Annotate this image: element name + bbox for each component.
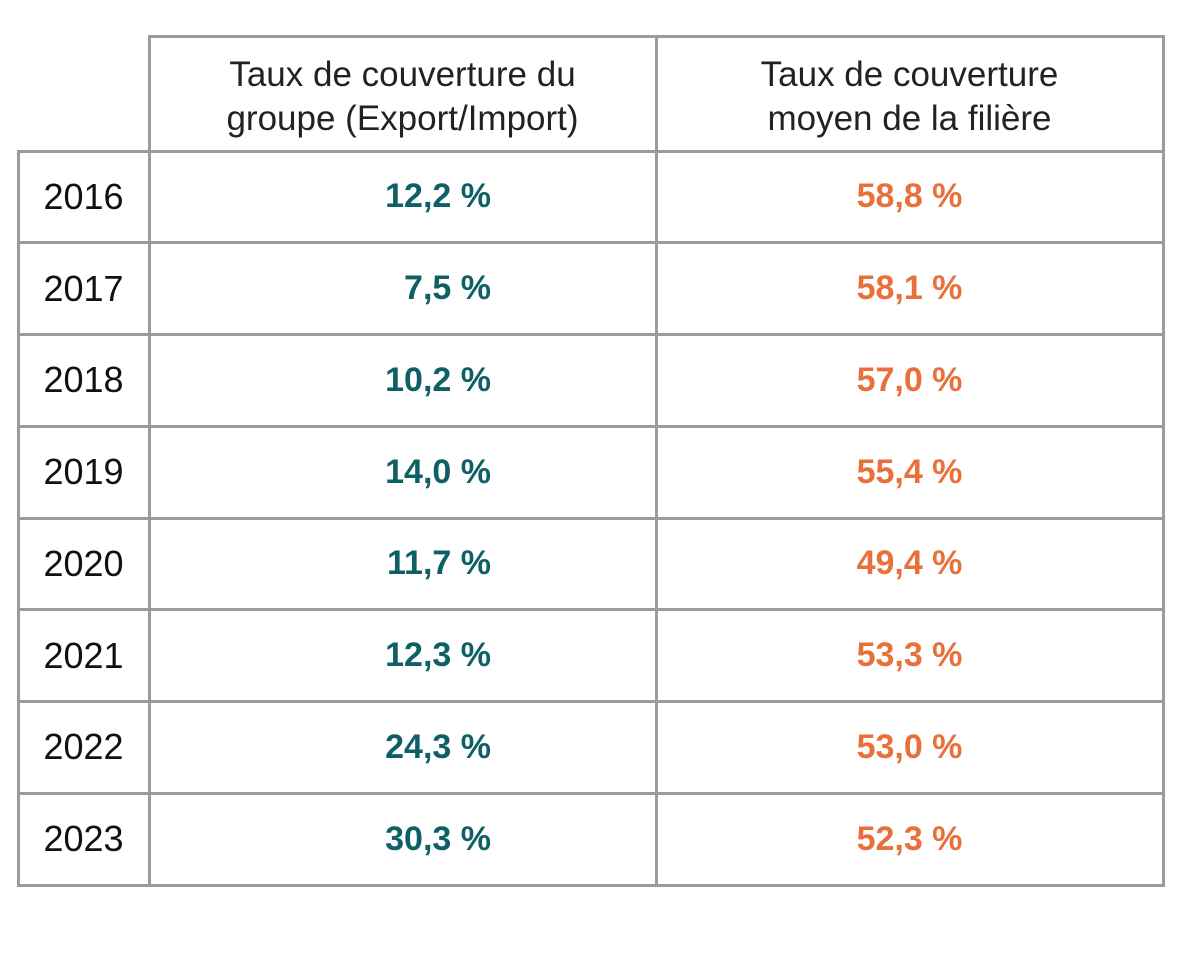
row-groupe-value: 30,3 % <box>385 819 491 858</box>
row-separator <box>18 241 1165 245</box>
row-groupe-value: 14,0 % <box>385 452 491 491</box>
header-filiere: Taux de couverture moyen de la filière <box>656 36 1163 151</box>
row-groupe-cell: 12,2 % <box>149 151 656 243</box>
row-groupe-value: 12,2 % <box>385 177 491 216</box>
row-groupe-cell: 24,3 % <box>149 702 656 794</box>
row-filiere-value: 58,8 % <box>856 177 963 216</box>
row-filiere-value: 55,4 % <box>856 452 963 491</box>
row-groupe-cell: 30,3 % <box>149 793 656 885</box>
row-filiere-value: 49,4 % <box>856 544 963 583</box>
row-separator <box>18 149 1165 153</box>
row-groupe-value: 7,5 % <box>404 269 491 308</box>
header-filiere-line-2: moyen de la filière <box>767 98 1052 138</box>
row-groupe-cell: 11,7 % <box>149 518 656 610</box>
row-groupe-cell: 14,0 % <box>149 426 656 518</box>
row-separator <box>18 424 1165 428</box>
column-separator-2 <box>654 34 658 887</box>
row-year: 2023 <box>43 818 124 860</box>
row-separator <box>18 700 1165 703</box>
row-filiere-value: 53,3 % <box>856 636 963 675</box>
row-groupe-value: 24,3 % <box>385 727 491 766</box>
table-bottom-border <box>18 883 1165 887</box>
row-separator <box>18 608 1165 612</box>
header-filiere-line-1: Taux de couverture <box>760 54 1059 94</box>
row-filiere-value: 57,0 % <box>856 360 963 399</box>
row-separator <box>18 516 1165 520</box>
row-year: 2017 <box>43 267 124 309</box>
row-filiere-value: 58,1 % <box>856 269 963 308</box>
row-groupe-value: 11,7 % <box>387 544 491 583</box>
row-filiere-value: 52,3 % <box>856 819 963 858</box>
row-groupe-value: 10,2 % <box>385 360 491 399</box>
row-groupe-cell: 10,2 % <box>149 335 656 427</box>
row-year: 2018 <box>43 359 124 401</box>
row-year: 2016 <box>43 175 124 217</box>
row-year: 2021 <box>43 634 124 676</box>
row-filiere-value: 53,0 % <box>856 727 963 766</box>
header-groupe: Taux de couverture du groupe (Export/Imp… <box>149 36 656 151</box>
table-right-border <box>1161 34 1165 887</box>
row-year: 2020 <box>43 542 124 584</box>
row-year: 2022 <box>43 726 124 768</box>
header-groupe-line-2: groupe (Export/Import) <box>226 98 579 138</box>
row-year: 2019 <box>43 451 124 493</box>
row-groupe-cell: 7,5 % <box>149 243 656 335</box>
row-groupe-cell: 12,3 % <box>149 610 656 702</box>
header-groupe-line-1: Taux de couverture du <box>229 54 576 94</box>
row-separator <box>18 791 1165 795</box>
column-separator-1 <box>147 34 151 887</box>
row-groupe-value: 12,3 % <box>385 636 491 675</box>
row-separator <box>18 333 1165 336</box>
table-left-border <box>16 149 20 887</box>
